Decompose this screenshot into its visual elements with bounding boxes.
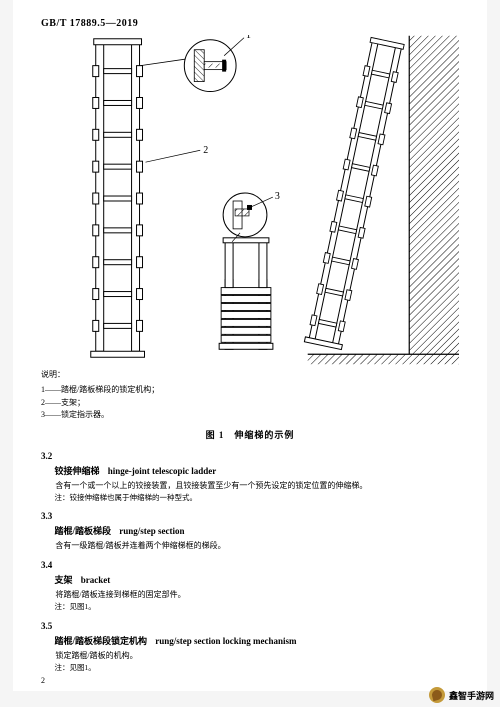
- section-title-en: bracket: [81, 575, 111, 585]
- section-note: 注：见图1。: [41, 662, 459, 673]
- section-number: 3.3: [41, 511, 459, 521]
- svg-text:2: 2: [203, 145, 208, 156]
- section-title-cn: 踏棍/踏板梯段: [55, 526, 112, 536]
- detail-callout-3: 3: [223, 191, 280, 237]
- section-body: 将踏棍/踏板连接到梯框的固定部件。: [41, 589, 459, 601]
- svg-text:1: 1: [246, 35, 251, 41]
- ladder-collapsed: [219, 238, 273, 349]
- section-3-4: 3.4 支架 bracket 将踏棍/踏板连接到梯框的固定部件。 注：见图1。: [41, 560, 459, 612]
- section-title-cn: 铰接伸缩梯: [55, 466, 100, 476]
- section-3-2: 3.2 铰接伸缩梯 hinge-joint telescopic ladder …: [41, 451, 459, 503]
- standard-code: GB/T 17889.5—2019: [41, 18, 459, 29]
- section-note: 注：见图1。: [41, 601, 459, 612]
- page-number: 2: [41, 676, 45, 685]
- brand-logo-icon: [429, 687, 445, 703]
- callout-2: 2: [146, 145, 209, 162]
- section-3-5: 3.5 踏棍/踏板梯段锁定机构 rung/step section lockin…: [41, 621, 459, 673]
- section-title-en: hinge-joint telescopic ladder: [108, 466, 217, 476]
- figure-1: 1 2: [41, 35, 459, 365]
- section-body: 锁定踏棍/踏板的机构。: [41, 650, 459, 662]
- wall-hatched: [409, 36, 459, 354]
- legend-item: 1——踏棍/踏板梯段的锁定机构；: [41, 384, 459, 397]
- section-body: 含有一个或一个以上的铰接装置，且铰接装置至少有一个预先设定的锁定位置的伸缩梯。: [41, 480, 459, 492]
- section-title: 踏棍/踏板梯段 rung/step section: [41, 524, 459, 537]
- section-title-en: rung/step section locking mechanism: [155, 636, 296, 646]
- section-title-en: rung/step section: [119, 526, 184, 536]
- section-title: 支架 bracket: [41, 573, 459, 586]
- section-number: 3.4: [41, 560, 459, 570]
- section-number: 3.5: [41, 621, 459, 631]
- ladder-leaning: [304, 37, 406, 350]
- section-3-3: 3.3 踏棍/踏板梯段 rung/step section 含有一级踏棍/踏板并…: [41, 511, 459, 552]
- figure-legend: 说明： 1——踏棍/踏板梯段的锁定机构； 2——支架； 3——锁定指示器。: [41, 369, 459, 422]
- floor-hatched: [308, 354, 459, 364]
- detail-callout-1: 1: [184, 35, 251, 92]
- legend-item: 2——支架；: [41, 397, 459, 410]
- section-note: 注：铰接伸缩梯也属于伸缩梯的一种型式。: [41, 492, 459, 503]
- figure-caption: 图 1 伸缩梯的示例: [41, 428, 459, 441]
- svg-text:3: 3: [275, 191, 280, 202]
- section-title: 铰接伸缩梯 hinge-joint telescopic ladder: [41, 464, 459, 477]
- ladder-extended: [91, 39, 145, 357]
- section-number: 3.2: [41, 451, 459, 461]
- legend-title: 说明：: [41, 369, 459, 382]
- section-title-cn: 支架: [55, 575, 73, 585]
- section-title-cn: 踏棍/踏板梯段锁定机构: [55, 636, 148, 646]
- footer-brand: 鑫智手游网: [429, 687, 494, 703]
- section-body: 含有一级踏棍/踏板并连着两个伸缩梯框的梯段。: [41, 540, 459, 552]
- legend-item: 3——锁定指示器。: [41, 409, 459, 422]
- brand-text: 鑫智手游网: [449, 689, 494, 702]
- section-title: 踏棍/踏板梯段锁定机构 rung/step section locking me…: [41, 634, 459, 647]
